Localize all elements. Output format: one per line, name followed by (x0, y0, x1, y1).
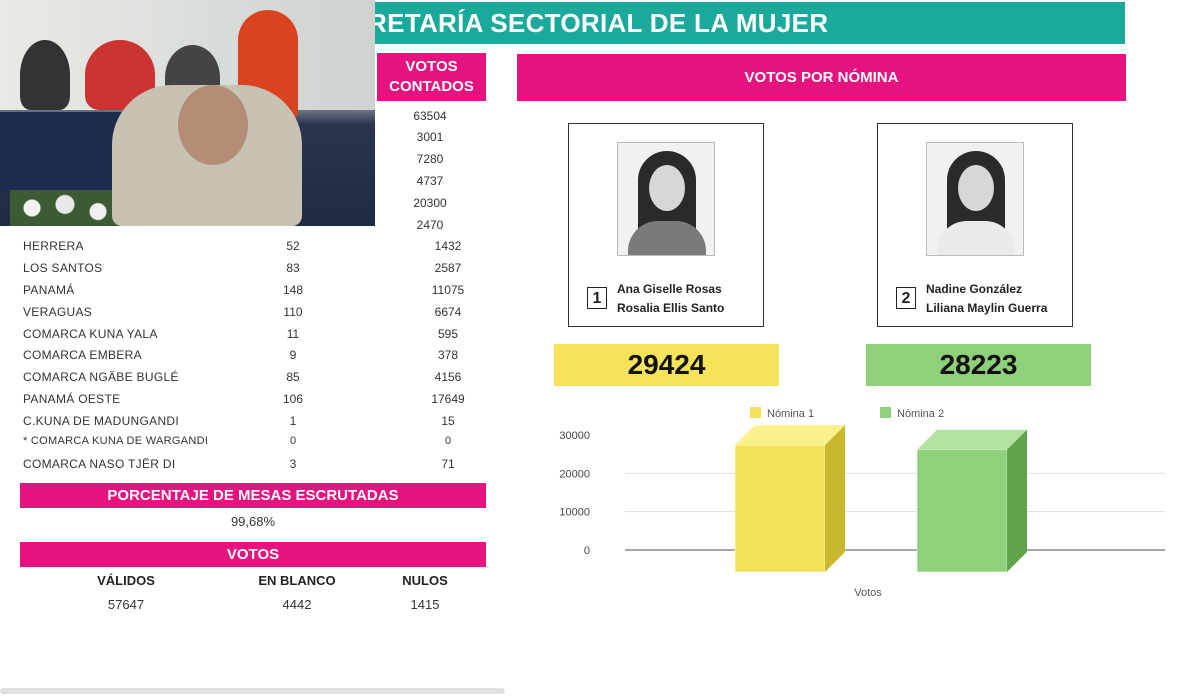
mesas-count: 0 (289, 435, 297, 447)
candidate-total-2: 28223 (866, 344, 1091, 386)
province-name: PANAMÁ OESTE (23, 392, 121, 406)
video-flowers (10, 190, 120, 226)
table-row: HERRERA 52 1432 (23, 239, 483, 259)
vote-count: 20300 (413, 196, 447, 210)
bar-front (916, 449, 1008, 573)
province-name: COMARCA NASO TJËR DI (23, 457, 176, 471)
votos-count: 15 (441, 414, 455, 428)
chart-svg: 30000 20000 10000 0 Nómina 1 Nómina 2 Votos (559, 407, 1165, 599)
mesas-count: 148 (282, 283, 304, 297)
votos-count: 378 (437, 348, 459, 362)
table-row: LOS SANTOS 83 2587 (23, 261, 483, 281)
nulos-value: 1415 (410, 597, 440, 612)
province-name: C.KUNA DE MADUNGANDI (23, 414, 180, 428)
votos-count: 17649 (431, 392, 465, 406)
bar-top (917, 429, 1027, 450)
candidate-name-line2: Rosalia Ellis Santo (617, 301, 725, 315)
y-tick-label: 0 (584, 545, 590, 557)
province-name: PANAMÁ (23, 283, 75, 297)
validos-label: VÁLIDOS (97, 573, 155, 588)
vote-count: 63504 (413, 109, 447, 123)
table-row: COMARCA NGÄBE BUGLÉ 85 4156 (23, 370, 483, 390)
candidate-card-2: 2 Nadine González Liliana Maylin Guerra (877, 123, 1073, 327)
votos-count: 2587 (434, 261, 462, 275)
candidate-name-line1: Ana Giselle Rosas (617, 282, 722, 296)
province-name: COMARCA EMBERA (23, 348, 142, 362)
votos-count: 71 (441, 457, 455, 471)
votos-count: 11075 (431, 283, 465, 297)
province-name: COMARCA KUNA YALA (23, 327, 158, 341)
vote-count: 2470 (416, 218, 444, 232)
mesas-count: 83 (286, 261, 300, 275)
page-title-banner: RETARÍA SECTORIAL DE LA MUJER (372, 2, 1125, 44)
votos-por-nomina-header: VOTOS POR NÓMINA (517, 54, 1126, 101)
province-name: HERRERA (23, 239, 84, 253)
blanco-value: 4442 (282, 597, 312, 612)
validos-value: 57647 (107, 597, 145, 612)
video-feed (0, 0, 375, 226)
table-row: * COMARCA KUNA DE WARGANDI 0 0 (23, 435, 483, 455)
x-axis-label: Votos (854, 587, 882, 599)
mesas-count: 52 (286, 239, 300, 253)
mesas-count: 110 (283, 305, 303, 319)
y-tick-label: 30000 (559, 430, 590, 442)
table-row: PANAMÁ OESTE 106 17649 (23, 392, 483, 412)
table-row: COMARCA NASO TJËR DI 3 71 (23, 457, 483, 477)
table-row: VERAGUAS 110 6674 (23, 305, 483, 325)
page-title: RETARÍA SECTORIAL DE LA MUJER (372, 8, 829, 38)
candidate-photo (617, 142, 715, 256)
legend-swatch (750, 407, 761, 418)
porcentaje-header: PORCENTAJE DE MESAS ESCRUTADAS (20, 483, 486, 508)
legend-label: Nómina 1 (767, 408, 814, 420)
mesas-count: 106 (282, 392, 304, 406)
bar-side (1007, 429, 1027, 572)
y-tick-label: 10000 (559, 507, 590, 519)
legend-swatch (880, 407, 891, 418)
vote-count: 7280 (416, 152, 444, 166)
votos-count: 6674 (434, 305, 462, 319)
mesas-count: 85 (286, 370, 300, 384)
mesas-count: 11 (286, 327, 300, 341)
table-row: PANAMÁ 148 11075 (23, 283, 483, 303)
horizontal-scrollbar[interactable] (0, 688, 505, 694)
candidate-card-1: 1 Ana Giselle Rosas Rosalia Ellis Santo (568, 123, 764, 327)
votos-count: 0 (444, 435, 452, 447)
votos-contados-header: VOTOS CONTADOS (377, 53, 486, 101)
table-row: COMARCA KUNA YALA 11 595 (23, 327, 483, 347)
province-name: COMARCA NGÄBE BUGLÉ (23, 370, 179, 384)
vote-count: 3001 (416, 130, 444, 144)
legend-label: Nómina 2 (897, 408, 944, 420)
bar-front (734, 444, 826, 573)
province-name: LOS SANTOS (23, 261, 103, 275)
votos-header: VOTOS (20, 542, 486, 567)
vote-count: 4737 (416, 174, 444, 188)
mesas-count: 3 (289, 457, 297, 471)
video-person-1 (20, 40, 70, 110)
porcentaje-value: 99,68% (230, 514, 276, 529)
bar-side (825, 425, 845, 572)
blanco-label: EN BLANCO (258, 573, 336, 588)
candidate-name-line1: Nadine González (926, 282, 1023, 296)
votes-bar-chart: 30000 20000 10000 0 Nómina 1 Nómina 2 Votos (520, 400, 1180, 610)
candidate-name-line2: Liliana Maylin Guerra (926, 301, 1048, 315)
votos-count: 4156 (434, 370, 462, 384)
y-tick-label: 20000 (559, 468, 590, 480)
candidate-photo (926, 142, 1024, 256)
mesas-count: 9 (289, 348, 297, 362)
table-row: COMARCA EMBERA 9 378 (23, 348, 483, 368)
nulos-label: NULOS (402, 573, 448, 588)
bar-top (735, 425, 845, 446)
votos-count: 595 (437, 327, 459, 341)
province-name: VERAGUAS (23, 305, 93, 319)
province-name: * COMARCA KUNA DE WARGANDI (23, 435, 209, 447)
mesas-count: 1 (289, 414, 297, 428)
video-person-head (178, 85, 248, 165)
table-row: C.KUNA DE MADUNGANDI 1 15 (23, 414, 483, 434)
votos-count: 1432 (434, 239, 462, 253)
candidate-total-1: 29424 (554, 344, 779, 386)
candidate-number: 2 (896, 287, 916, 309)
candidate-number: 1 (587, 287, 607, 309)
